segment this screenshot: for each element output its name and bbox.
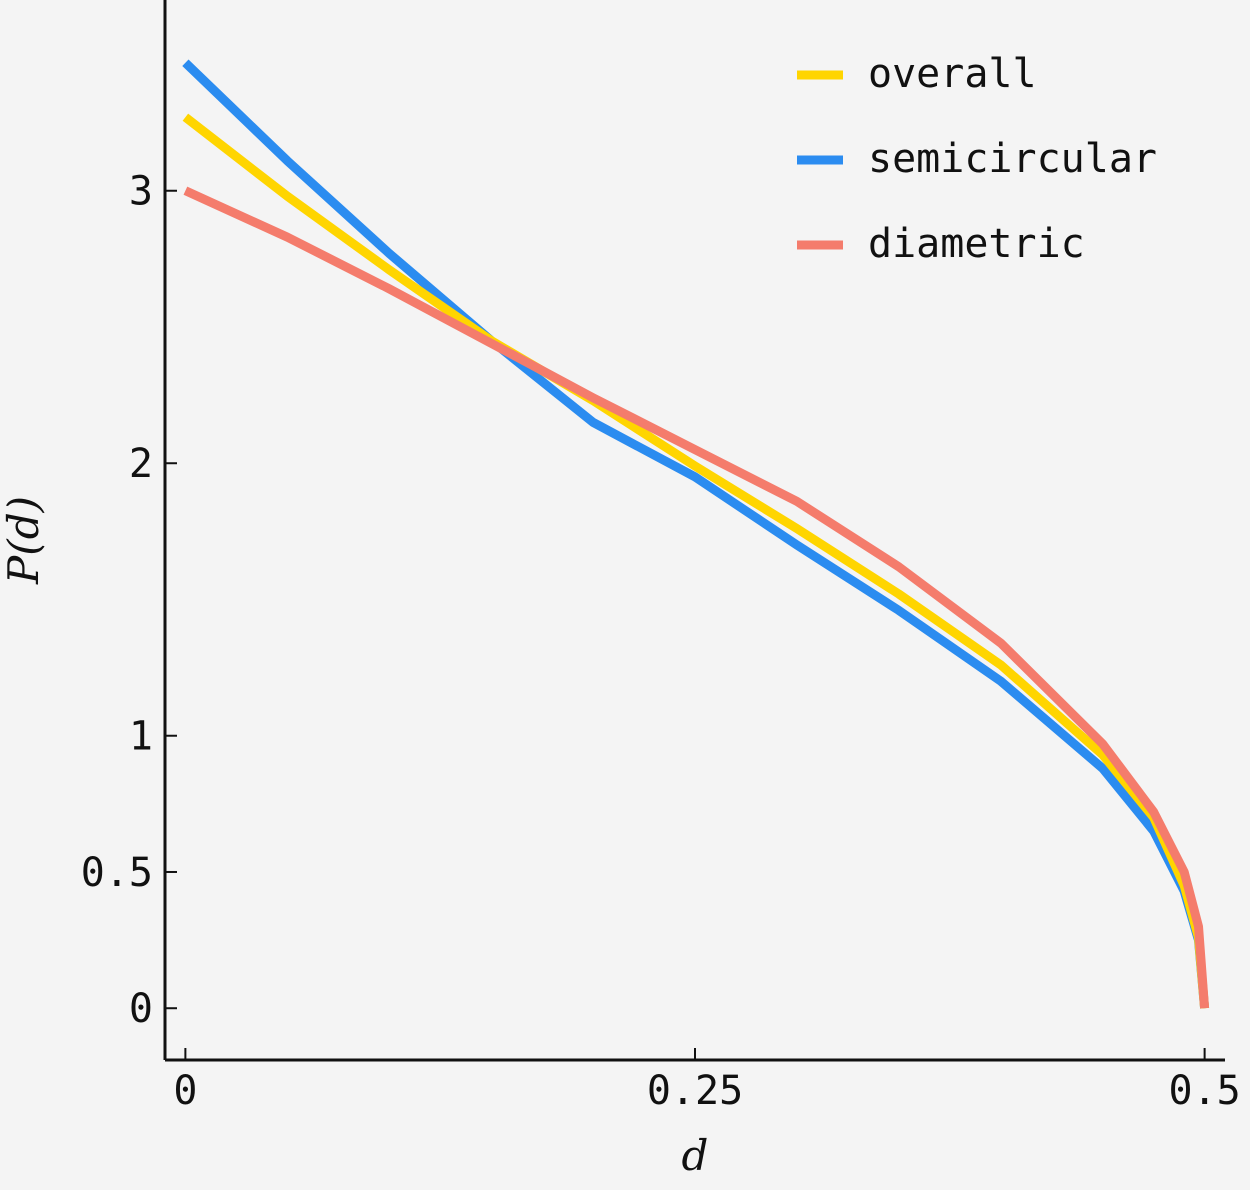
axes: 0 0.25 0.5 0 0.5 1 2 3 [81, 0, 1241, 1114]
legend-label-diametric: diametric [868, 221, 1085, 267]
legend-label-semicircular: semicircular [868, 136, 1157, 182]
y-tick-label: 3 [129, 169, 153, 215]
y-axis-label: P(d) [0, 496, 48, 585]
series-line-overall [182, 113, 1210, 1009]
y-tick-label: 2 [129, 441, 153, 487]
plot-series [182, 59, 1210, 1009]
series-line-diametric [183, 186, 1210, 1009]
legend-label-overall: overall [868, 51, 1037, 97]
x-tick-label: 0.25 [647, 1068, 743, 1114]
x-tick-label: 0.5 [1168, 1068, 1240, 1114]
y-tick-label: 0.5 [81, 850, 153, 896]
x-tick-label: 0 [173, 1068, 197, 1114]
y-tick-label: 0 [129, 986, 153, 1032]
series-line-semicircular [182, 59, 1210, 1009]
x-axis-label: d [682, 1131, 709, 1180]
legend: overall semicircular diametric [797, 51, 1157, 267]
y-tick-label: 1 [129, 714, 153, 760]
